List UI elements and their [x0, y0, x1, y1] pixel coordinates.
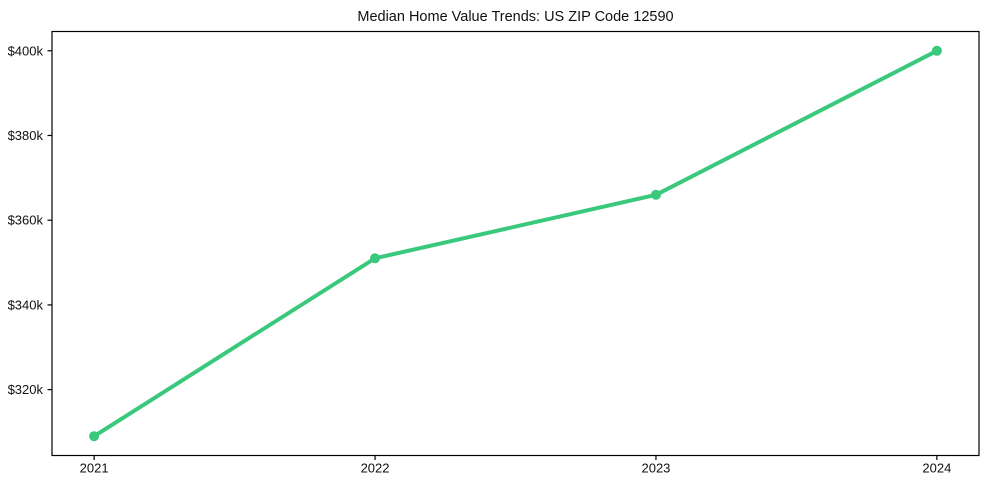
y-tick-label: $380k: [8, 128, 44, 143]
x-tick-label: 2024: [922, 461, 951, 476]
x-tick-label: 2023: [641, 461, 670, 476]
y-tick-label: $400k: [8, 43, 44, 58]
chart-title: Median Home Value Trends: US ZIP Code 12…: [357, 9, 673, 25]
y-tick-label: $320k: [8, 382, 44, 397]
trend-line: [92, 48, 939, 439]
data-point-2024: [931, 45, 942, 56]
x-axis: 2021 2022 2023 2024: [80, 455, 951, 476]
y-tick-label: $340k: [8, 297, 44, 312]
y-tick-label: $360k: [8, 213, 44, 228]
x-tick-label: 2021: [80, 461, 109, 476]
data-point-2021: [89, 431, 100, 442]
y-axis: $320k $340k $360k $380k $400k: [8, 43, 52, 397]
data-point-2023: [651, 189, 661, 200]
data-point-markers: [89, 45, 942, 442]
x-tick-label: 2022: [361, 461, 390, 476]
data-point-2022: [370, 253, 380, 264]
plot-area: [51, 30, 980, 457]
